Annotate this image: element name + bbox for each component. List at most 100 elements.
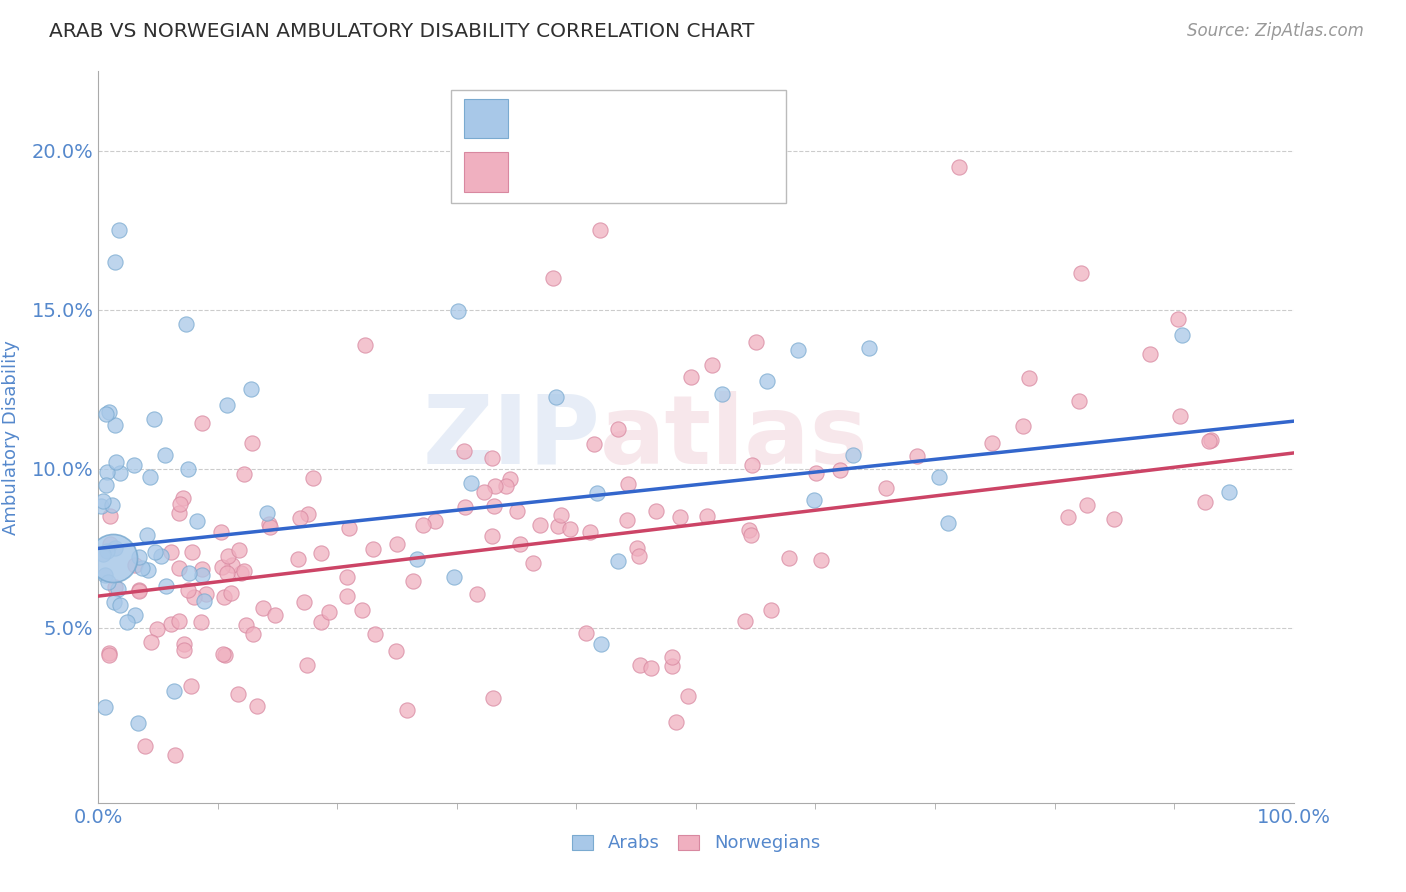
Point <box>103 595 125 609</box>
Point <box>318 605 340 619</box>
Point <box>644 504 666 518</box>
Point <box>297 507 319 521</box>
Point <box>628 658 651 673</box>
Point <box>214 590 236 604</box>
Point <box>1076 499 1098 513</box>
Point <box>180 545 202 559</box>
Point <box>292 594 315 608</box>
Point <box>385 537 408 551</box>
Point <box>354 338 377 352</box>
Point <box>233 467 256 481</box>
Point <box>128 550 150 565</box>
Point <box>756 375 779 389</box>
Point <box>128 584 150 599</box>
Point <box>163 684 186 698</box>
Point <box>169 506 191 520</box>
Point <box>1139 347 1161 361</box>
Point <box>252 601 274 615</box>
Point <box>104 581 127 595</box>
Point <box>1067 394 1090 409</box>
Point <box>143 412 166 426</box>
Point <box>190 417 212 431</box>
Point <box>190 615 212 630</box>
Point <box>875 482 897 496</box>
Point <box>759 602 782 616</box>
Point <box>741 458 763 472</box>
Point <box>131 560 153 574</box>
Point <box>558 522 581 536</box>
Point <box>582 436 605 450</box>
Point <box>221 558 243 572</box>
Point <box>104 417 127 432</box>
Point <box>905 449 928 463</box>
Point <box>309 615 332 629</box>
Point <box>229 566 252 581</box>
Point <box>640 661 662 675</box>
Point <box>506 504 529 518</box>
Point <box>214 648 236 663</box>
Point <box>541 271 564 285</box>
Point <box>98 648 121 662</box>
Point <box>96 407 118 421</box>
Point <box>134 739 156 753</box>
Point <box>830 463 852 477</box>
Point <box>616 513 638 527</box>
Point <box>423 515 446 529</box>
Point <box>174 317 197 331</box>
Point <box>454 500 477 515</box>
Point <box>1199 433 1222 447</box>
Point <box>219 586 242 600</box>
Point <box>385 644 408 658</box>
Point <box>406 552 429 566</box>
Point <box>661 649 683 664</box>
Point <box>1012 419 1035 434</box>
Point <box>311 546 333 560</box>
Point <box>96 544 118 558</box>
Point <box>395 703 418 717</box>
Point <box>217 549 239 564</box>
Point <box>172 491 194 505</box>
Point <box>226 688 249 702</box>
Point <box>96 465 118 479</box>
Point <box>107 223 129 237</box>
Point <box>94 477 117 491</box>
Point <box>295 657 318 672</box>
Text: Source: ZipAtlas.com: Source: ZipAtlas.com <box>1187 22 1364 40</box>
Point <box>97 646 120 660</box>
Point <box>522 556 544 570</box>
Point <box>1167 312 1189 326</box>
Point <box>127 716 149 731</box>
Point <box>1170 328 1192 343</box>
Point <box>575 626 598 640</box>
Point <box>804 466 827 480</box>
Point <box>627 549 650 563</box>
Point <box>193 594 215 608</box>
Point <box>257 516 280 531</box>
Point <box>484 478 506 492</box>
Point <box>98 508 121 523</box>
Point <box>183 591 205 605</box>
Point <box>591 637 613 651</box>
Point <box>240 436 263 450</box>
Point <box>364 626 387 640</box>
Point <box>242 627 264 641</box>
Point <box>235 617 257 632</box>
Point <box>481 690 505 705</box>
Point <box>228 543 250 558</box>
Point <box>740 528 762 542</box>
Point <box>546 391 568 405</box>
Point <box>350 603 373 617</box>
Point <box>616 476 638 491</box>
Point <box>155 579 177 593</box>
Point <box>495 478 517 492</box>
Point <box>124 608 146 623</box>
Point <box>211 559 233 574</box>
Point <box>165 748 187 763</box>
Point <box>453 444 475 458</box>
Point <box>810 553 832 567</box>
Point <box>472 484 495 499</box>
Point <box>1057 509 1080 524</box>
Point <box>159 545 181 559</box>
Point <box>787 343 810 357</box>
Point <box>233 564 256 578</box>
